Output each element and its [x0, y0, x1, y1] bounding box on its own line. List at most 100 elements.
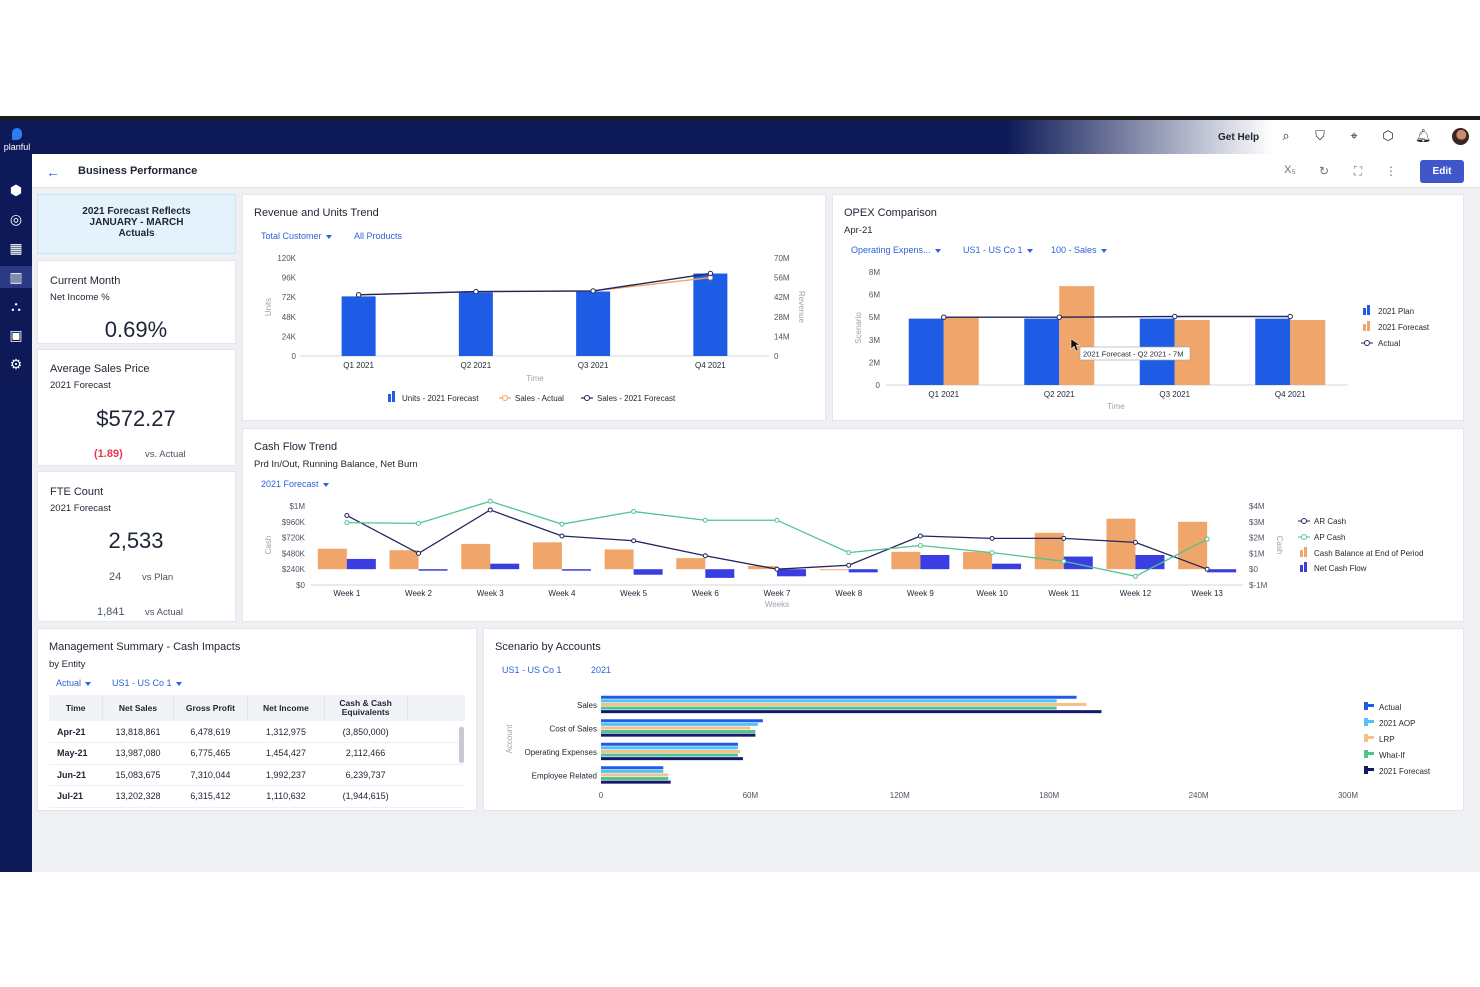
banner-line-1: 2021 Forecast Reflects	[82, 206, 191, 217]
legend-label: 2021 Forecast	[1379, 767, 1431, 776]
filter-scenario[interactable]: Actual	[56, 678, 92, 688]
x-tick-label: Q1 2021	[343, 361, 374, 370]
table-scrollbar[interactable]	[459, 727, 464, 763]
legend-label: Units - 2021 Forecast	[402, 394, 479, 403]
table-row[interactable]: May-21 13,987,080 6,775,465 1,454,427 2,112,…	[49, 742, 465, 765]
col-header[interactable]: Time	[49, 695, 104, 721]
logo-text: planful	[3, 142, 31, 152]
clipboard-icon[interactable]: ▣	[9, 327, 23, 343]
x-tick-label: Week 3	[477, 589, 505, 598]
box-icon[interactable]: ⬡	[1382, 128, 1394, 143]
x-tick-label: 120M	[890, 791, 910, 800]
x-tick-label: Week 11	[1048, 589, 1079, 598]
get-help-link[interactable]: Get Help	[1218, 132, 1260, 143]
table-row[interactable]: Jul-21 13,202,328 6,315,412 1,110,632 (1,944…	[49, 785, 465, 808]
cell: 6,478,619	[173, 721, 248, 743]
kpi-fte-count[interactable]: FTE Count 2021 Forecast 2,533 24 vs Plan…	[37, 471, 236, 622]
cube-icon[interactable]: ⬢	[9, 182, 23, 198]
bar-actual	[601, 742, 738, 746]
gear-icon[interactable]: ⚙	[9, 356, 23, 372]
cell-spacer	[407, 742, 465, 765]
col-header[interactable]: Cash & Cash Equivalents	[324, 695, 408, 721]
filter-products[interactable]: All Products	[354, 231, 403, 241]
point	[702, 553, 708, 559]
kpi-current-month[interactable]: Current Month Net Income % 0.69%	[37, 260, 236, 344]
x-tick-label: 300M	[1338, 791, 1358, 800]
legend-swatch	[1367, 305, 1370, 315]
cash-flow-card[interactable]: Cash Flow Trend Prd In/Out, Running Bala…	[242, 428, 1464, 622]
y-tick-label: 48K	[282, 313, 297, 322]
x-axis-label: Weeks	[765, 600, 789, 609]
kpi-subtitle: Net Income %	[50, 292, 110, 303]
filter-account[interactable]: Operating Expens...	[851, 245, 941, 255]
x-tick-label: 180M	[1039, 791, 1059, 800]
more-icon[interactable]: ⋮	[1385, 164, 1397, 178]
kpi-vs-actual-label: vs Actual	[145, 607, 184, 618]
cell: Apr-21	[49, 721, 103, 743]
legend-label: LRP	[1379, 735, 1395, 744]
cell-spacer	[407, 721, 465, 743]
filter-entity[interactable]: US1 - US Co 1	[112, 678, 182, 688]
y2-tick-label: $4M	[1249, 502, 1265, 511]
kpi-average-sales-price[interactable]: Average Sales Price 2021 Forecast $572.2…	[37, 349, 236, 466]
dashboard-icon[interactable]: ▥	[0, 266, 32, 288]
legend-label: Actual	[1379, 703, 1401, 712]
target-icon[interactable]: ◎	[9, 211, 23, 227]
search-icon[interactable]: ⌕	[1282, 128, 1290, 143]
col-header[interactable]: Net Income	[247, 695, 325, 721]
tooltip-text: 2021 Forecast - Q2 2021 - 7M	[1083, 350, 1183, 359]
back-arrow-icon[interactable]: ←	[46, 164, 60, 180]
revenue-units-card[interactable]: Revenue and Units Trend Total Customer A…	[242, 194, 826, 421]
legend-label: 2021 Forecast	[1378, 323, 1430, 332]
cell: (1,944,615)	[324, 785, 407, 808]
card-title: Cash Flow Trend	[254, 441, 338, 453]
filter-department[interactable]: 100 - Sales	[1051, 245, 1107, 255]
y2-axis-label: Revenue	[797, 291, 806, 324]
col-header[interactable]: Gross Profit	[173, 695, 249, 721]
opex-card[interactable]: OPEX Comparison Apr-21 Operating Expens.…	[832, 194, 1464, 421]
refresh-icon[interactable]: ↻	[1318, 164, 1330, 178]
bar-units	[341, 296, 376, 356]
xs-icon[interactable]: X₅	[1284, 164, 1296, 176]
bookmark-icon[interactable]: ⛉	[1315, 128, 1325, 143]
y-tick-label: Employee Related	[532, 771, 597, 780]
fullscreen-icon[interactable]: ⛶	[1353, 164, 1363, 178]
opex-chart: 0 2M 3M 5M 6M 8M Scenario Time Q1 2021 Q2 2021 Q3 …	[854, 268, 1430, 411]
bar-actual	[601, 766, 664, 770]
planful-logo[interactable]: planful	[2, 128, 32, 152]
point	[1132, 539, 1138, 545]
avatar[interactable]	[1452, 128, 1469, 145]
page-title: Business Performance	[78, 165, 198, 177]
target-nav-icon[interactable]: ⌖	[1350, 128, 1358, 143]
grid-icon[interactable]: ▦	[9, 240, 23, 256]
table-row[interactable]: Jun-21 15,083,675 7,310,044 1,992,237 6,239,…	[49, 764, 465, 786]
x-tick-label: Q1 2021	[928, 390, 959, 399]
card-title: Scenario by Accounts	[495, 641, 601, 653]
y-tick-label: 2M	[869, 358, 880, 367]
point	[774, 517, 780, 523]
filter-customer[interactable]: Total Customer	[261, 231, 332, 241]
scenario-accounts-card[interactable]: Scenario by Accounts US1 - US Co 1 2021 …	[483, 628, 1464, 811]
filter-entity[interactable]: US1 - US Co 1	[963, 245, 1033, 255]
filter-entity[interactable]: US1 - US Co 1	[502, 665, 562, 675]
x-tick-label: Week 4	[548, 589, 576, 598]
filter-scenario[interactable]: 2021 Forecast	[261, 479, 329, 489]
table-row[interactable]: Apr-21 13,818,861 6,478,619 1,312,975 (3,850…	[49, 721, 465, 743]
filter-year[interactable]: 2021	[591, 665, 612, 675]
legend-swatch	[502, 395, 508, 401]
bar-cash-balance	[604, 549, 634, 570]
edit-button[interactable]: Edit	[1420, 160, 1464, 183]
hierarchy-icon[interactable]: ⛬	[11, 298, 21, 314]
col-header[interactable]: Net Sales	[102, 695, 174, 721]
y-tick-label: 5M	[869, 313, 880, 322]
y-axis-label: Cash	[264, 536, 273, 555]
bar-what-if	[601, 730, 756, 734]
bar-what-if	[601, 777, 669, 781]
bell-icon[interactable]: 🔔︎	[1415, 128, 1432, 143]
bar-units	[693, 273, 728, 356]
bar-cash-balance	[891, 551, 921, 570]
kpi-title: FTE Count	[50, 486, 104, 498]
col-header-spacer	[407, 695, 465, 721]
bar-net-cash-flow	[490, 563, 520, 570]
point	[590, 288, 596, 294]
